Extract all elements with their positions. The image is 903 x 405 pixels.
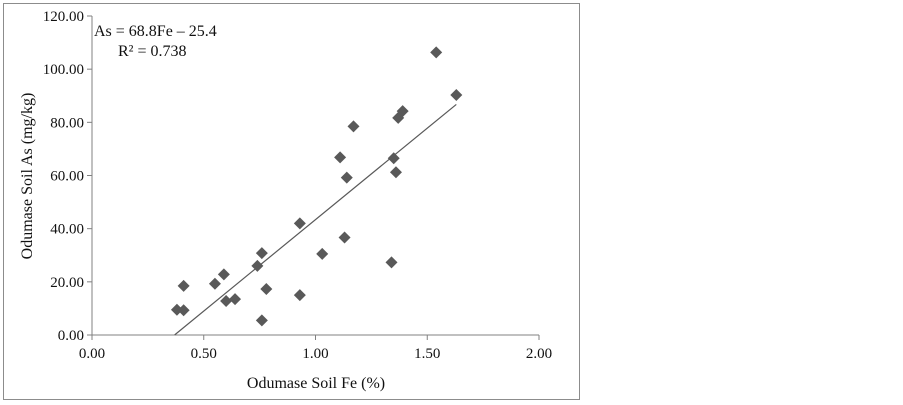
y-tick-label: 40.00 xyxy=(50,222,84,238)
data-point xyxy=(208,277,221,290)
y-tick-label: 120.00 xyxy=(43,9,84,25)
data-point xyxy=(251,259,264,272)
x-tick-label: 0.50 xyxy=(191,346,217,362)
equation-annotation: As = 68.8Fe – 25.4 xyxy=(94,23,217,40)
data-point xyxy=(255,247,268,260)
data-point xyxy=(347,120,360,133)
x-axis-title: Odumase Soil Fe (%) xyxy=(247,375,385,392)
data-point xyxy=(255,314,268,327)
data-point xyxy=(387,152,400,165)
y-tick-label: 0.00 xyxy=(58,328,84,344)
data-point xyxy=(177,304,190,317)
data-point xyxy=(430,46,443,59)
x-tick-label: 1.00 xyxy=(302,346,328,362)
data-point xyxy=(338,231,351,244)
r-squared-annotation: R² = 0.738 xyxy=(118,43,187,60)
data-point xyxy=(450,88,463,101)
y-tick-label: 60.00 xyxy=(50,169,84,185)
data-point xyxy=(260,283,273,296)
data-point xyxy=(220,294,233,307)
data-point xyxy=(293,289,306,302)
axes xyxy=(87,15,540,340)
chart-frame xyxy=(3,3,580,400)
data-point xyxy=(316,247,329,260)
data-point xyxy=(170,303,183,316)
data-point xyxy=(396,105,409,118)
y-tick-label: 20.00 xyxy=(50,275,84,291)
y-tick-label: 100.00 xyxy=(43,62,84,78)
trendline xyxy=(174,103,457,336)
data-point xyxy=(385,256,398,269)
x-tick-label: 0.00 xyxy=(79,346,105,362)
data-point xyxy=(389,166,402,179)
points-group xyxy=(170,46,463,327)
x-tick-label: 2.00 xyxy=(526,346,552,362)
x-tick-label: 1.50 xyxy=(414,346,440,362)
data-point xyxy=(293,217,306,230)
y-axis-title: Odumase Soil As (mg/kg) xyxy=(19,93,36,260)
labels-group: 0.00 20.00 40.00 60.00 80.00 100.00 120.00 0.00… xyxy=(43,9,552,362)
trendline-group xyxy=(174,103,457,336)
data-point xyxy=(217,268,230,281)
data-point xyxy=(334,151,347,164)
data-point xyxy=(340,171,353,184)
data-point xyxy=(177,279,190,292)
y-tick-label: 80.00 xyxy=(50,115,84,131)
data-point xyxy=(229,293,242,306)
